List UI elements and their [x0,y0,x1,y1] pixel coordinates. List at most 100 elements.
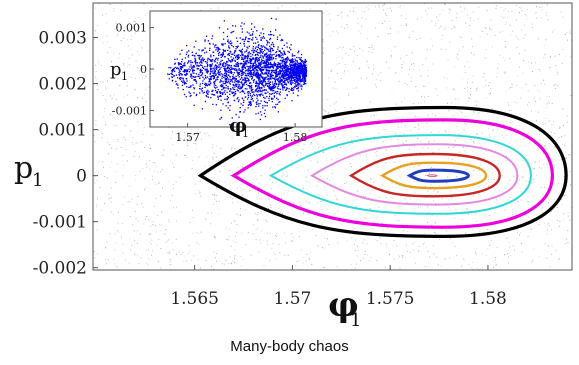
background-point [409,161,411,163]
y-axis-label-sub: 1 [32,170,43,191]
inset-point [294,62,296,64]
inset-point [267,61,269,63]
background-point [305,260,307,262]
background-point [489,26,490,28]
background-point [135,143,137,145]
inset-point [260,54,262,57]
background-point [556,207,558,208]
inset-point [181,61,183,63]
inset-point [291,72,293,74]
inset-point [299,71,301,73]
background-point [100,173,102,175]
inset-point [278,74,280,76]
background-point [291,233,293,234]
background-point [545,120,547,122]
background-point [256,214,258,215]
background-point [489,136,491,138]
background-point [241,165,243,167]
inset-point [247,72,249,74]
inset-point [254,65,256,67]
inset-point [259,89,261,91]
background-point [188,251,190,253]
inset-point [225,105,227,107]
inset-point [249,87,251,89]
background-point [404,82,406,84]
background-point [570,56,572,58]
inset-point [257,99,259,101]
inset-point [218,66,220,68]
inset-point [236,98,238,100]
background-point [310,142,312,144]
inset-point [247,59,249,61]
inset-point [294,71,297,73]
inset-point [272,98,274,100]
inset-point [273,95,276,97]
inset-point [175,66,177,69]
background-point [505,21,507,23]
background-point [364,251,366,253]
background-point [458,49,460,51]
inset-point [186,71,188,73]
inset-point [295,63,297,65]
inset-point [271,74,274,76]
background-point [548,67,550,69]
inset-point [256,64,258,67]
inset-point [255,74,257,76]
inset-point [264,46,266,48]
inset-point [243,60,245,63]
background-point [137,51,138,53]
background-point [378,132,380,134]
inset-point [303,83,306,85]
inset-point [266,74,269,76]
inset-point [259,79,261,81]
inset-point [211,60,213,63]
inset-point [220,66,222,68]
background-point [444,258,446,260]
inset-point [255,57,257,59]
background-point [161,211,163,213]
inset-point [191,77,193,79]
inset-point [288,73,291,75]
inset-point [274,63,276,65]
background-point [348,212,350,214]
background-point [465,208,467,210]
background-point [332,87,334,89]
inset-point [206,76,209,78]
inset-point [186,51,188,53]
inset-point [271,90,273,92]
background-point [110,4,112,5]
inset-point [261,89,263,91]
background-point [215,156,217,158]
inset-point [276,64,279,66]
inset-point [170,73,172,75]
background-point [197,128,199,130]
inset-point [243,23,245,25]
background-point [549,67,551,69]
background-point [270,188,272,190]
inset-point [243,65,245,67]
inset-point [287,58,290,60]
background-point [394,214,396,216]
inset-point [222,65,225,68]
inset-point [255,106,257,108]
background-point [95,30,97,32]
inset-point [233,92,235,94]
inset-point [238,80,240,82]
background-point [302,149,304,151]
inset-point [252,58,255,60]
background-point [104,121,106,123]
background-point [484,57,486,59]
inset-point [301,80,303,82]
inset-point [241,38,243,41]
background-point [535,62,537,64]
inset-point [287,69,290,71]
background-point [364,196,366,197]
inset-point [283,44,285,46]
inset-point [259,82,261,84]
inset-point [276,36,279,38]
background-point [335,123,337,125]
background-point [109,167,111,169]
inset-point [209,72,212,74]
inset-point [212,89,214,92]
inset-point [230,66,232,69]
